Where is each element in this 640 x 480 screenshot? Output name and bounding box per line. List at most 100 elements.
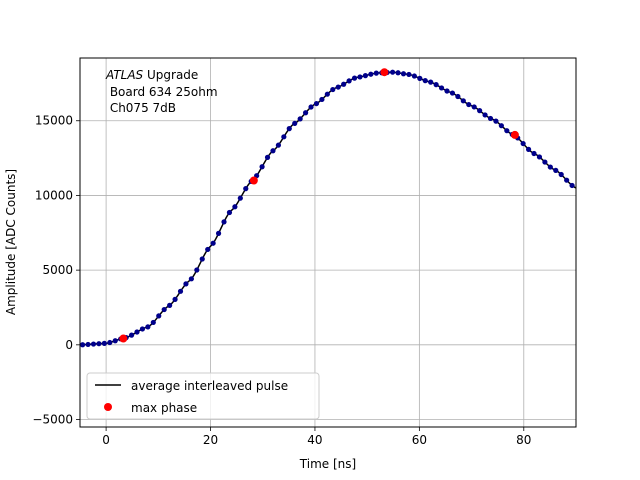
pulse-point [542,159,548,165]
pulse-point [368,71,374,77]
pulse-point [341,81,347,87]
pulse-point [346,78,352,84]
y-axis-label: Amplitude [ADC Counts] [4,169,18,315]
max-phase-point [510,130,519,139]
x-axis-ticks: 0 20 40 60 80 [102,427,531,447]
pulse-point [297,116,303,122]
pulse-point [161,306,167,313]
annotation-atlas: ATLAS [105,68,144,82]
pulse-point [167,302,173,308]
pulse-point [264,154,271,160]
y-tick-label: 10000 [35,188,73,202]
y-tick-label: 0 [65,338,73,352]
y-tick-label: 15000 [35,114,73,128]
pulse-point [210,240,216,246]
pulse-point [112,338,118,344]
pulse-point [487,115,494,122]
pulse-point [199,256,205,262]
pulse-point [400,71,407,77]
annotation-upgrade: Upgrade [143,68,198,82]
annotation-board: Board 634 25ohm [106,85,218,99]
pulse-point [188,276,194,282]
pulse-point [281,134,287,140]
pulse-point [525,146,532,152]
legend-frame [86,372,320,420]
pulse-point [351,75,358,81]
x-axis-label: Time [ns] [299,457,356,471]
pulse-point [313,100,320,107]
pulse-point [433,82,439,88]
pulse-point [302,110,309,116]
pulse-point [357,74,363,80]
pulse-point [80,342,86,348]
legend-label-pulse: average interleaved pulse [131,379,288,393]
x-tick-label: 0 [102,433,110,447]
pulse-point [145,324,151,330]
pulse-point [172,296,178,302]
x-tick-label: 80 [516,433,531,447]
pulse-point [243,186,249,192]
grid-lines [80,58,576,427]
pulse-point [373,70,379,76]
y-tick-label: −5000 [32,413,73,427]
pulse-point [417,75,423,81]
pulse-point [547,164,553,170]
pulse-point [139,326,146,332]
pulse-point [411,73,417,79]
pulse-point [96,341,102,347]
pulse-point [428,79,434,85]
pulse-point [107,339,113,346]
pulse-point [536,154,543,160]
pulse-point [477,108,483,114]
x-tick-label: 20 [203,433,218,447]
pulse-point [564,177,570,183]
max-phase-points [119,68,519,343]
pulse-point [449,90,456,96]
pulse-point [395,70,401,76]
pulse-point [232,204,238,210]
pulse-point [520,140,526,147]
pulse-point [324,91,330,97]
pulse-point [237,195,243,201]
pulse-point [156,313,162,319]
pulse-point [330,86,336,93]
legend-dot-icon [104,403,112,411]
legend-label-max-phase: max phase [131,401,197,415]
annotation-channel: Ch075 7dB [106,101,176,115]
pulse-point [226,209,233,216]
annotation-box: ATLAS Upgrade Board 634 25ohm Ch075 7dB [105,68,218,115]
pulse-point [292,120,298,127]
pulse-points [80,69,575,348]
pulse-point [335,84,341,90]
svg-text:ATLAS Upgrade: ATLAS Upgrade [105,68,198,82]
pulse-point [286,126,292,132]
pulse-point [482,112,488,118]
y-axis-ticks: −5000 0 5000 10000 15000 [32,114,80,427]
pulse-point [128,332,135,338]
x-tick-label: 60 [412,433,427,447]
max-phase-point [249,176,258,185]
max-phase-point [119,334,128,343]
pulse-point [466,101,472,108]
pulse-point [319,96,325,103]
pulse-point [134,329,140,335]
pulse-point [444,88,450,94]
pulse-point [558,171,564,178]
pulse-point [493,118,499,124]
pulse-point [422,78,428,84]
y-tick-label: 5000 [42,263,73,277]
pulse-point [90,341,97,347]
pulse-point [85,341,91,348]
pulse-point [150,319,156,326]
max-phase-point [380,68,389,77]
plot-frame [79,57,577,428]
pulse-point [531,150,537,157]
pulse-point [183,281,189,287]
pulse-point [553,167,559,173]
pulse-point [569,182,575,189]
pulse-point [504,128,510,134]
pulse-point [194,267,200,273]
pulse-point [259,164,265,170]
pulse-point [275,142,281,148]
